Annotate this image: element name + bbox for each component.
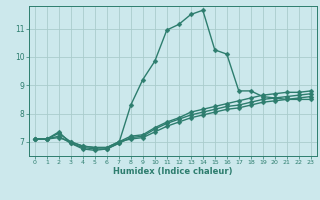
- X-axis label: Humidex (Indice chaleur): Humidex (Indice chaleur): [113, 167, 233, 176]
